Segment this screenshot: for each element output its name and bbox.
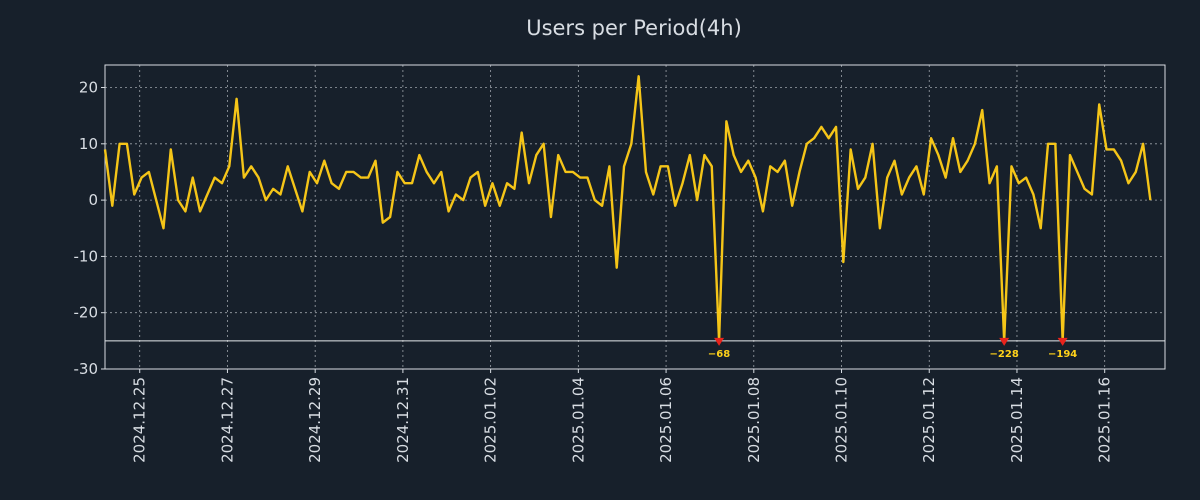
x-tick-label: 2025.01.12 xyxy=(920,377,938,463)
outlier-label: −68 xyxy=(708,349,730,360)
y-tick-label: -30 xyxy=(74,360,99,378)
x-tick-label: 2025.01.02 xyxy=(482,377,500,463)
y-tick-label: -20 xyxy=(74,304,99,322)
y-tick-label: 0 xyxy=(88,191,98,209)
x-tick-label: 2025.01.04 xyxy=(569,377,587,463)
x-tick-label: 2024.12.31 xyxy=(394,377,412,463)
y-tick-label: 20 xyxy=(79,79,98,97)
y-tick-label: -10 xyxy=(74,247,99,265)
outlier-marker xyxy=(714,337,725,346)
outlier-marker xyxy=(999,337,1010,346)
chart-title: Users per Period(4h) xyxy=(526,16,742,40)
x-tick-label: 2025.01.16 xyxy=(1096,377,1114,463)
outlier-label: −228 xyxy=(990,349,1019,360)
outlier-marker xyxy=(1057,337,1068,346)
plot-frame xyxy=(104,64,1166,370)
x-tick-label: 2024.12.25 xyxy=(131,377,149,463)
y-tick-label: 10 xyxy=(79,135,98,153)
x-tick-label: 2025.01.08 xyxy=(745,377,763,463)
x-tick-label: 2025.01.10 xyxy=(833,377,851,463)
x-tick-label: 2025.01.14 xyxy=(1008,377,1026,463)
series-line-users xyxy=(103,75,1152,343)
x-tick-label: 2024.12.27 xyxy=(218,377,236,463)
outlier-label: −194 xyxy=(1048,349,1077,360)
x-tick-label: 2025.01.06 xyxy=(657,377,675,463)
x-tick-label: 2024.12.29 xyxy=(306,377,324,463)
